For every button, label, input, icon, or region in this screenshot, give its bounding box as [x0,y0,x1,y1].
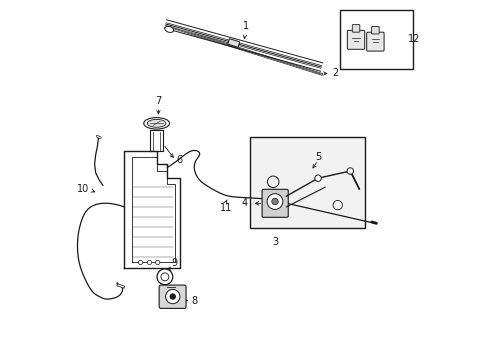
FancyBboxPatch shape [351,24,359,32]
Text: 5: 5 [314,152,321,162]
Circle shape [161,273,168,281]
Circle shape [332,201,342,210]
Circle shape [155,260,160,265]
Bar [339,10,412,69]
Bar [227,39,239,47]
Circle shape [138,260,142,265]
Text: 1: 1 [242,21,248,39]
FancyBboxPatch shape [159,285,185,309]
Circle shape [147,260,151,265]
FancyBboxPatch shape [366,32,383,51]
Bar [249,137,364,228]
Text: 4: 4 [242,198,247,208]
Circle shape [165,289,180,304]
FancyBboxPatch shape [346,30,364,49]
FancyBboxPatch shape [262,189,287,217]
Circle shape [267,176,278,188]
Text: 7: 7 [155,96,161,107]
Circle shape [170,294,175,299]
Circle shape [346,168,353,174]
FancyBboxPatch shape [371,26,378,34]
Text: 12: 12 [407,34,419,44]
Circle shape [157,269,172,285]
Circle shape [271,198,278,205]
Ellipse shape [143,118,169,129]
Text: 2: 2 [332,68,338,78]
Text: 6: 6 [176,155,182,165]
Text: 11: 11 [219,203,231,213]
Text: 9: 9 [171,258,177,268]
Ellipse shape [164,26,173,32]
Text: 3: 3 [271,237,278,247]
Circle shape [314,175,321,181]
Text: 8: 8 [191,296,197,306]
Ellipse shape [147,120,165,127]
Circle shape [266,194,282,210]
Text: 10: 10 [77,184,89,194]
